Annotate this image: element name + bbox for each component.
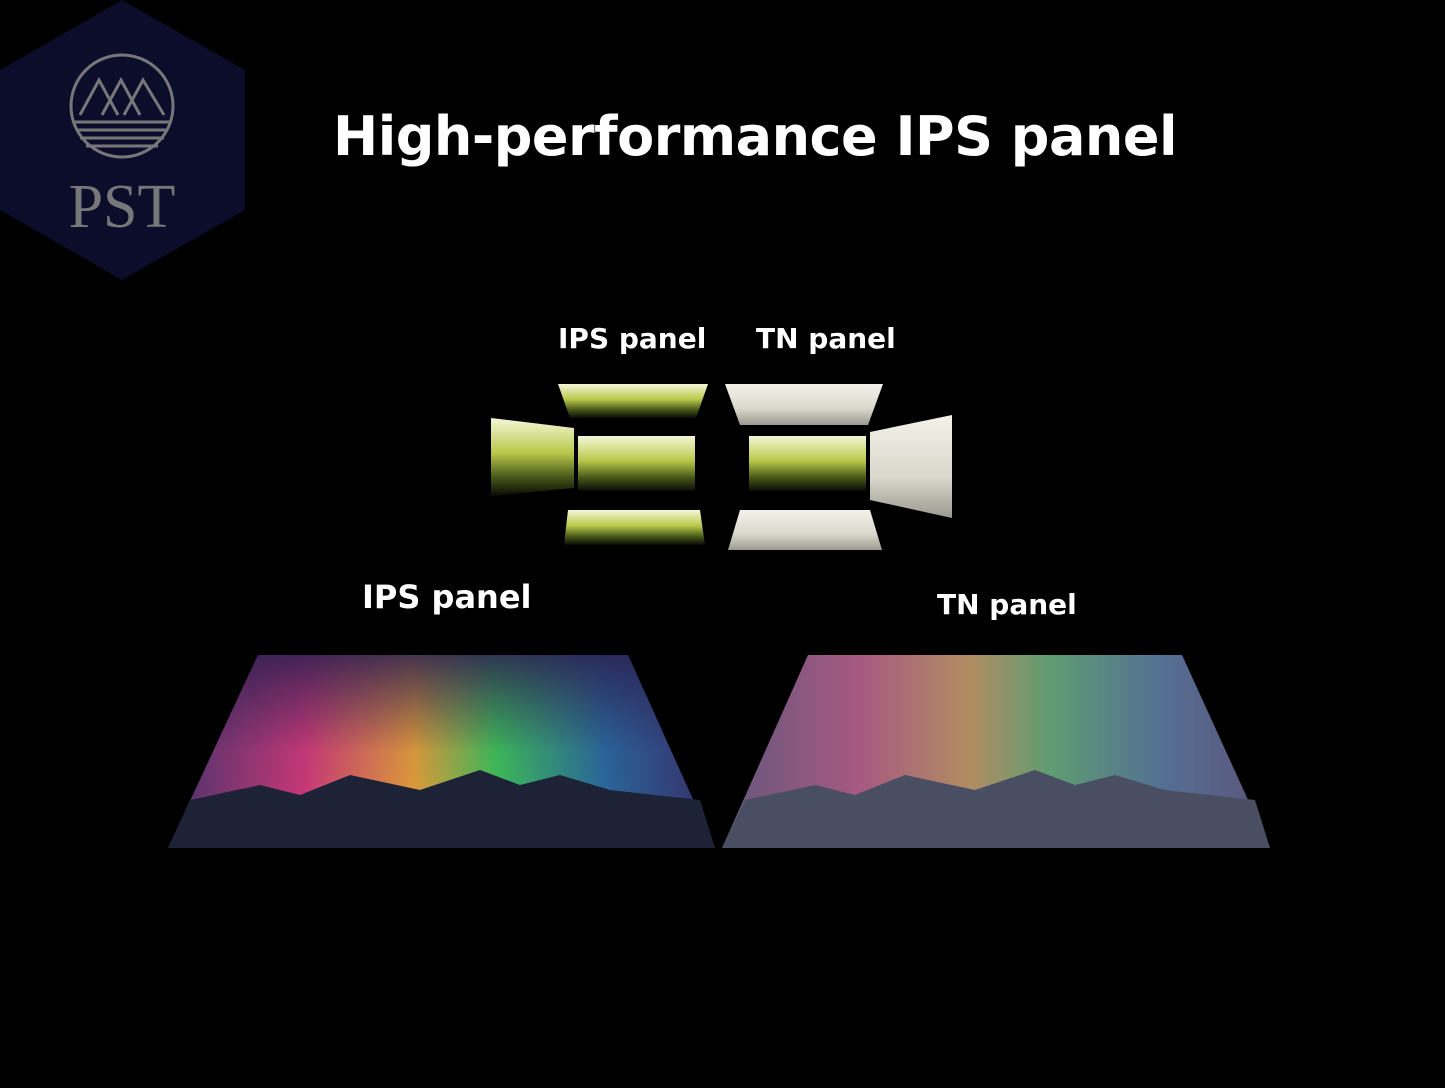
ips-top-view [558,384,708,418]
pst-logo: PST [0,0,245,280]
ips-center-view [578,436,695,491]
ips-viewing-angle-diagram [491,384,708,545]
tn-viewing-label: TN panel [756,322,896,355]
ips-left-view [491,418,574,496]
logo-text: PST [69,173,176,241]
ips-viewing-label: IPS panel [558,322,707,355]
page-title: High-performance IPS panel [333,105,1177,168]
tn-bottom-view [728,510,882,550]
ips-bottom-view [564,510,705,545]
tn-panel-label: TN panel [937,588,1077,621]
tn-viewing-angle-diagram [725,384,952,550]
ips-panel-image [168,655,715,848]
tn-top-view [725,384,883,425]
tn-center-view [749,436,866,491]
logo-hexagon [0,0,245,280]
tn-panel-image [722,655,1270,848]
logo-mountain-icon [69,53,175,159]
tn-right-view [870,415,952,518]
ips-panel-label: IPS panel [362,578,532,616]
